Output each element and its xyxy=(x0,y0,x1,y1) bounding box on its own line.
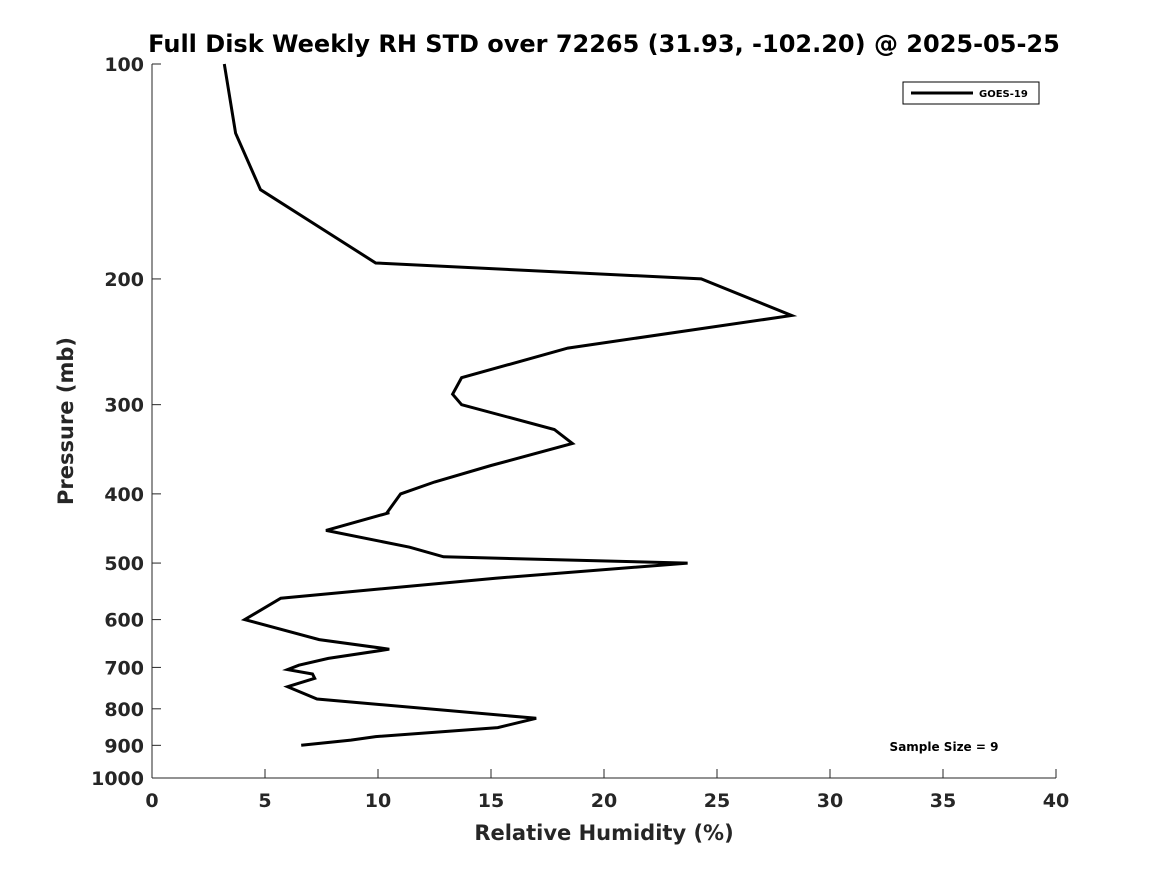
y-tick-label: 600 xyxy=(104,610,144,632)
series-line-goes-19 xyxy=(222,63,798,747)
y-tick-label: 400 xyxy=(104,484,144,506)
x-tick-label: 35 xyxy=(930,790,956,812)
y-tick-label: 800 xyxy=(104,699,144,721)
series-group xyxy=(222,63,798,747)
x-axis-ticks: 0 5 10 15 20 25 30 35 40 xyxy=(145,769,1069,812)
y-tick-label: 200 xyxy=(104,269,144,291)
legend-label-goes-19: GOES-19 xyxy=(979,89,1028,100)
chart-title: Full Disk Weekly RH STD over 72265 (31.9… xyxy=(148,30,1060,58)
sample-size-annotation: Sample Size = 9 xyxy=(890,740,999,754)
x-tick-label: 15 xyxy=(478,790,504,812)
y-tick-label: 1000 xyxy=(91,768,144,790)
x-tick-label: 5 xyxy=(258,790,271,812)
x-tick-label: 0 xyxy=(145,790,158,812)
y-tick-label: 300 xyxy=(104,395,144,417)
y-tick-label: 700 xyxy=(104,657,144,679)
x-axis-label: Relative Humidity (%) xyxy=(474,821,733,845)
y-axis-label: Pressure (mb) xyxy=(54,337,78,505)
y-tick-label: 100 xyxy=(104,54,144,76)
legend: GOES-19 xyxy=(902,81,1040,105)
x-tick-label: 20 xyxy=(591,790,617,812)
x-tick-label: 25 xyxy=(704,790,730,812)
y-tick-label: 900 xyxy=(104,735,144,757)
y-tick-label: 500 xyxy=(104,553,144,575)
x-tick-label: 40 xyxy=(1043,790,1069,812)
x-tick-label: 10 xyxy=(365,790,391,812)
y-axis-ticks: 100 200 300 400 500 600 700 800 900 1000 xyxy=(91,54,161,790)
x-tick-label: 30 xyxy=(817,790,843,812)
